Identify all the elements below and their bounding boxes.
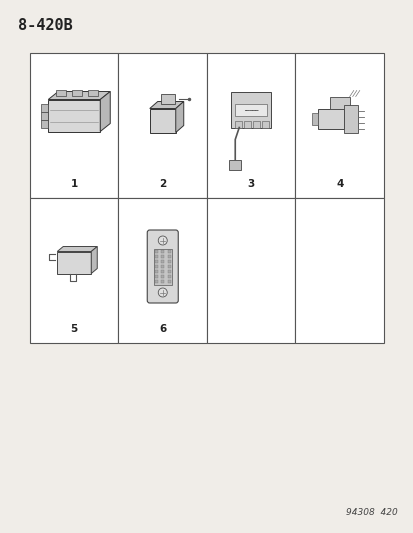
Bar [329, 96, 349, 109]
Bar [57, 252, 91, 273]
Bar [253, 120, 260, 127]
Text: ━━━━━: ━━━━━ [244, 107, 258, 112]
Bar [41, 103, 48, 111]
Bar [161, 275, 164, 278]
Bar [235, 103, 267, 116]
Polygon shape [176, 101, 183, 133]
Bar [153, 248, 171, 285]
Bar [30, 53, 118, 198]
Bar [167, 250, 170, 253]
Bar [41, 119, 48, 127]
Bar [161, 280, 164, 283]
Bar [244, 120, 251, 127]
Text: 5: 5 [71, 324, 78, 334]
Bar [118, 53, 206, 198]
Bar [161, 255, 164, 258]
Bar [161, 270, 164, 273]
Bar [154, 270, 157, 273]
Polygon shape [57, 246, 97, 252]
Bar [167, 255, 170, 258]
Polygon shape [150, 101, 183, 109]
Polygon shape [48, 92, 110, 100]
Bar [154, 255, 157, 258]
Bar [161, 94, 175, 104]
Text: 1: 1 [71, 179, 78, 189]
Polygon shape [91, 246, 97, 273]
Text: 3: 3 [247, 179, 254, 189]
Text: 4: 4 [335, 179, 343, 189]
Bar [72, 90, 82, 95]
Bar [343, 104, 357, 133]
Text: 94308  420: 94308 420 [345, 508, 397, 517]
Bar [167, 280, 170, 283]
Bar [161, 265, 164, 268]
Bar [229, 159, 241, 169]
Bar [311, 112, 317, 125]
Text: 6: 6 [159, 324, 166, 334]
Bar [167, 260, 170, 263]
Bar [88, 90, 98, 95]
Bar [295, 53, 383, 198]
Bar [261, 120, 268, 127]
Circle shape [158, 236, 167, 245]
Bar [161, 260, 164, 263]
Bar [206, 198, 295, 343]
Bar [161, 250, 164, 253]
Bar [150, 109, 176, 133]
Text: 8-420B: 8-420B [18, 18, 73, 33]
Bar [154, 260, 157, 263]
Bar [56, 90, 66, 95]
Circle shape [158, 288, 167, 297]
Bar [154, 280, 157, 283]
Bar [167, 265, 170, 268]
Bar [235, 120, 242, 127]
Bar [154, 275, 157, 278]
Bar [231, 92, 271, 127]
Bar [167, 275, 170, 278]
FancyBboxPatch shape [147, 230, 178, 303]
Bar [167, 270, 170, 273]
Polygon shape [100, 92, 110, 132]
Bar [48, 100, 100, 132]
Bar [41, 111, 48, 119]
Bar [154, 250, 157, 253]
Bar [154, 265, 157, 268]
Bar [206, 53, 295, 198]
Bar [118, 198, 206, 343]
Bar [317, 109, 343, 128]
Bar [295, 198, 383, 343]
Bar [30, 198, 118, 343]
Text: 2: 2 [159, 179, 166, 189]
